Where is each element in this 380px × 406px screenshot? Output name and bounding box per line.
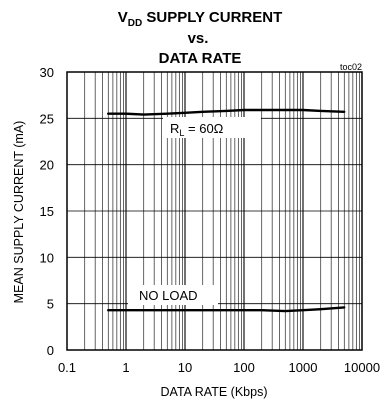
y-tick-labels: 0 5 10 15 20 25 30 bbox=[40, 65, 54, 358]
title-v: V bbox=[118, 9, 128, 26]
rl-value: = 60Ω bbox=[184, 121, 223, 136]
x-tick-labels: 0.1 1 10 100 1000 10000 bbox=[58, 360, 380, 375]
rl-r: R bbox=[170, 121, 179, 136]
title-supply-current: SUPPLY CURRENT bbox=[142, 9, 282, 26]
y-tick-label: 20 bbox=[40, 158, 54, 173]
series-line-0 bbox=[106, 108, 346, 116]
y-tick-label: 25 bbox=[40, 111, 54, 126]
y-tick-label: 5 bbox=[47, 297, 54, 312]
x-tick-label: 1000 bbox=[289, 360, 318, 375]
series-label-no-load: NO LOAD bbox=[139, 288, 198, 303]
title-dd-subscript: DD bbox=[128, 18, 142, 29]
chart-title-line-2: vs. bbox=[188, 30, 209, 47]
x-tick-label: 0.1 bbox=[58, 360, 76, 375]
series-line-1 bbox=[106, 306, 346, 313]
chart-title-line-3: DATA RATE bbox=[159, 50, 242, 67]
x-axis-label: DATA RATE (Kbps) bbox=[161, 385, 268, 399]
x-tick-label: 10 bbox=[178, 360, 192, 375]
y-tick-label: 10 bbox=[40, 250, 54, 265]
x-tick-label: 100 bbox=[233, 360, 255, 375]
x-tick-label: 1 bbox=[122, 360, 129, 375]
x-tick-label: 10000 bbox=[344, 360, 380, 375]
rl-subscript: L bbox=[179, 128, 184, 138]
series-label-box-no-load bbox=[128, 285, 218, 305]
y-tick-label: 0 bbox=[47, 343, 54, 358]
y-axis-label: MEAN SUPPLY CURRENT (mA) bbox=[12, 121, 26, 304]
figure-code: toc02 bbox=[340, 62, 362, 72]
y-tick-label: 30 bbox=[40, 65, 54, 80]
chart-title-line-1: VDD SUPPLY CURRENT bbox=[118, 9, 283, 29]
y-tick-label: 15 bbox=[40, 204, 54, 219]
series-label-box-rl bbox=[163, 117, 261, 138]
series-label-rl-60-ohm: RL = 60Ω bbox=[170, 121, 224, 138]
series-lines bbox=[106, 108, 346, 313]
plot-frame bbox=[66, 71, 363, 351]
horizontal-gridlines bbox=[67, 117, 362, 305]
